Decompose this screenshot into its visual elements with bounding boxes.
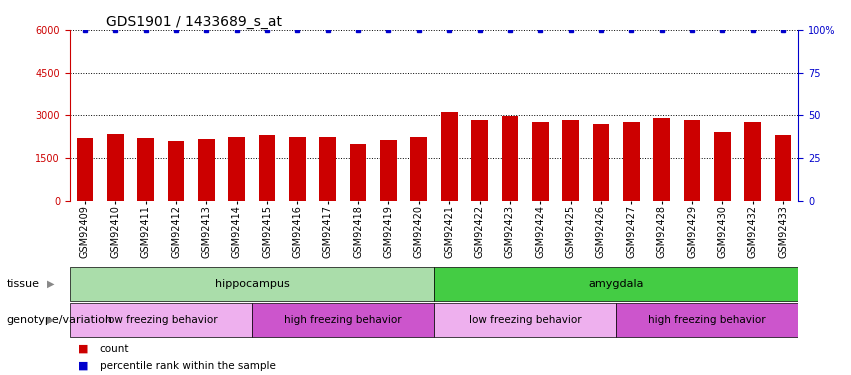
Bar [137,138,154,201]
Text: tissue: tissue [7,279,40,289]
Bar [501,116,518,201]
Text: ▶: ▶ [47,315,54,325]
Bar [434,267,798,301]
Text: low freezing behavior: low freezing behavior [105,315,217,325]
Bar [70,267,434,301]
Bar [228,137,245,201]
Text: GDS1901 / 1433689_s_at: GDS1901 / 1433689_s_at [106,15,283,29]
Text: low freezing behavior: low freezing behavior [469,315,581,325]
Bar [471,120,488,201]
Bar [441,112,458,201]
Bar [259,135,276,201]
Bar [683,120,700,201]
Bar [774,135,791,201]
Bar [592,124,609,201]
Bar [77,138,94,201]
Bar [410,137,427,201]
Bar [563,120,579,201]
Text: genotype/variation: genotype/variation [7,315,113,325]
Text: percentile rank within the sample: percentile rank within the sample [100,361,276,370]
Bar [107,134,123,201]
Bar [623,122,640,201]
Text: hippocampus: hippocampus [214,279,289,289]
Text: ■: ■ [78,344,89,354]
Bar [319,138,336,201]
Bar [289,136,306,201]
Bar [198,139,214,201]
Text: amygdala: amygdala [588,279,644,289]
Text: count: count [100,344,129,354]
Text: ■: ■ [78,361,89,370]
Bar [350,144,367,201]
Bar [532,122,549,201]
Bar [434,303,616,337]
Bar [380,140,397,201]
Text: high freezing behavior: high freezing behavior [648,315,766,325]
Bar [654,118,670,201]
Bar [745,122,761,201]
Text: ▶: ▶ [47,279,54,289]
Bar [714,132,731,201]
Bar [616,303,798,337]
Bar [168,141,185,201]
Bar [70,303,252,337]
Text: high freezing behavior: high freezing behavior [284,315,402,325]
Bar [252,303,434,337]
